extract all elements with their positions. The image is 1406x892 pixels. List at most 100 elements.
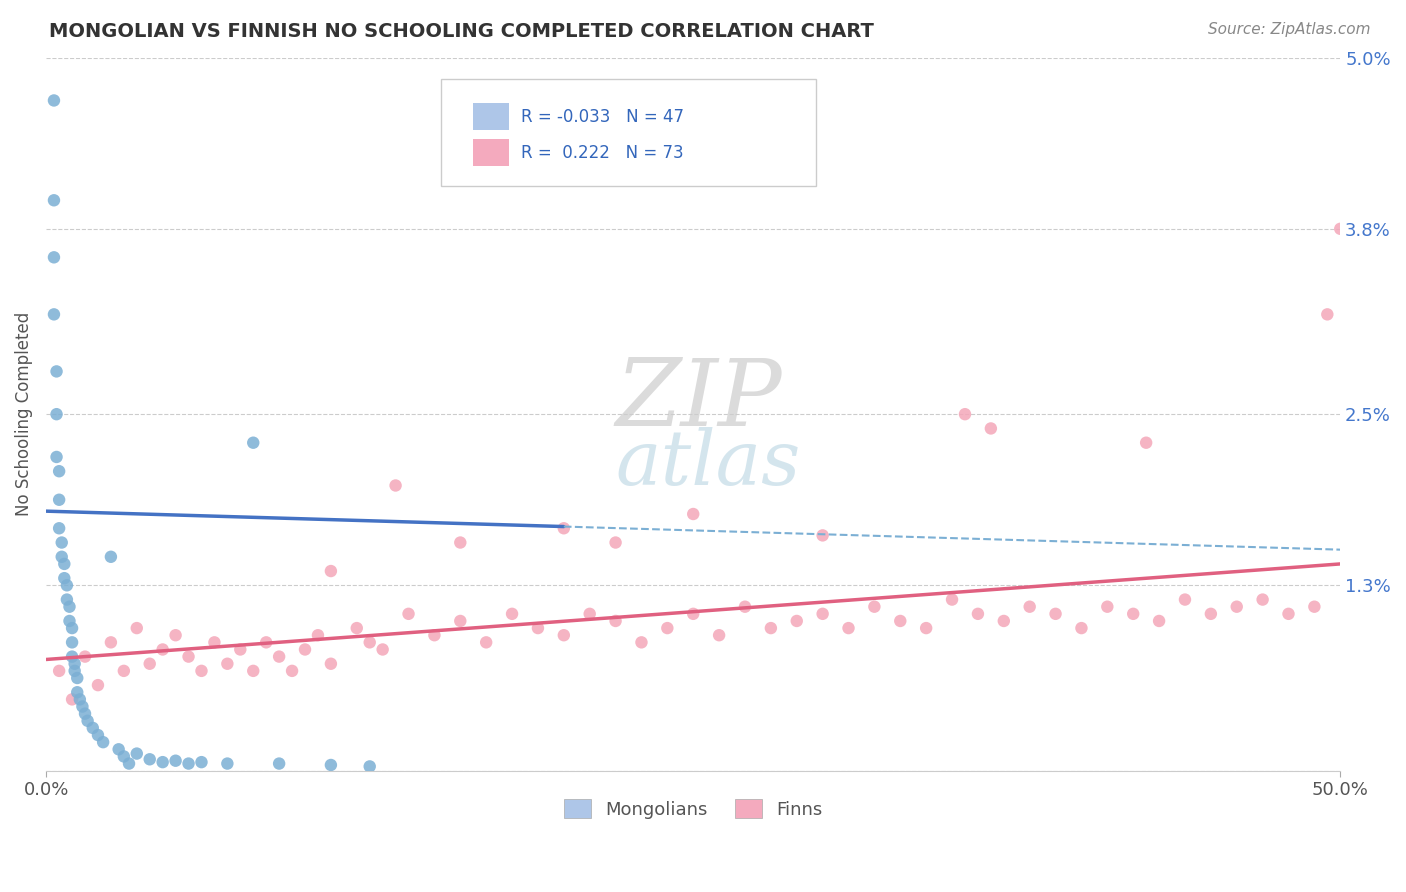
Point (553, 628, 575, 642)
Point (165, 754, 187, 768)
Point (371, 642, 394, 657)
Point (1097, 599, 1119, 614)
Point (42, 307, 65, 321)
Point (66, 671, 89, 685)
Point (967, 607, 990, 621)
Point (242, 664, 264, 678)
Point (953, 407, 976, 421)
Point (217, 756, 239, 771)
Point (60, 649, 83, 664)
Point (87, 728, 110, 742)
Point (152, 642, 174, 657)
Point (527, 621, 550, 635)
Point (605, 535, 627, 549)
Point (190, 664, 212, 678)
Point (152, 755, 174, 769)
Point (346, 621, 368, 635)
Point (76, 714, 98, 728)
Point (56, 578, 79, 592)
Point (578, 607, 600, 621)
Point (1226, 599, 1249, 614)
Point (449, 614, 471, 628)
Point (837, 621, 859, 635)
Point (307, 628, 329, 642)
Point (630, 635, 652, 649)
Point (319, 657, 342, 671)
Point (254, 635, 277, 649)
Point (91, 735, 114, 749)
Point (398, 607, 420, 621)
Point (69, 692, 91, 706)
Point (1018, 599, 1040, 614)
Point (53, 571, 76, 585)
Point (58, 614, 80, 628)
Point (177, 756, 200, 771)
Text: Source: ZipAtlas.com: Source: ZipAtlas.com (1208, 22, 1371, 37)
Point (319, 564, 342, 578)
Point (1199, 607, 1222, 621)
Point (734, 599, 756, 614)
Point (138, 752, 160, 766)
Point (1251, 592, 1274, 607)
Legend: Mongolians, Finns: Mongolians, Finns (557, 792, 830, 826)
Point (1303, 599, 1326, 614)
Point (165, 628, 187, 642)
Point (63, 657, 86, 671)
Point (1135, 435, 1157, 450)
Point (811, 528, 834, 542)
Point (42, 250, 65, 264)
Point (51, 535, 73, 549)
Point (941, 592, 963, 607)
Point (58, 599, 80, 614)
Point (1316, 307, 1339, 321)
Point (48, 664, 70, 678)
Point (242, 435, 264, 450)
Point (42, 94, 65, 108)
Point (60, 635, 83, 649)
Point (53, 557, 76, 571)
Point (48, 492, 70, 507)
Point (889, 614, 911, 628)
Point (125, 621, 148, 635)
Point (980, 421, 1002, 435)
Point (112, 749, 135, 764)
Point (1147, 614, 1170, 628)
Point (1277, 607, 1299, 621)
Point (45, 407, 67, 421)
Text: atlas: atlas (616, 427, 801, 501)
Point (423, 628, 446, 642)
Point (118, 756, 141, 771)
Bar (474, 103, 509, 130)
Point (384, 478, 406, 492)
Point (177, 649, 200, 664)
Point (359, 759, 381, 773)
Point (475, 635, 498, 649)
Point (915, 621, 938, 635)
Point (359, 635, 381, 649)
Point (51, 549, 73, 564)
Point (1174, 592, 1197, 607)
Point (48, 464, 70, 478)
Point (1070, 621, 1092, 635)
Point (66, 685, 89, 699)
Y-axis label: No Schooling Completed: No Schooling Completed (15, 312, 32, 516)
Point (73, 649, 96, 664)
Point (87, 678, 110, 692)
Point (553, 521, 575, 535)
Point (107, 742, 129, 756)
Point (73, 706, 96, 721)
Point (48, 521, 70, 535)
Point (281, 664, 304, 678)
Point (60, 621, 83, 635)
Point (125, 747, 148, 761)
Point (811, 607, 834, 621)
Point (217, 657, 239, 671)
Point (319, 758, 342, 772)
Point (1045, 607, 1067, 621)
Text: ZIP: ZIP (616, 355, 782, 445)
Point (269, 756, 291, 771)
Point (1329, 222, 1351, 236)
Point (60, 692, 83, 706)
Point (786, 614, 808, 628)
Point (63, 664, 86, 678)
